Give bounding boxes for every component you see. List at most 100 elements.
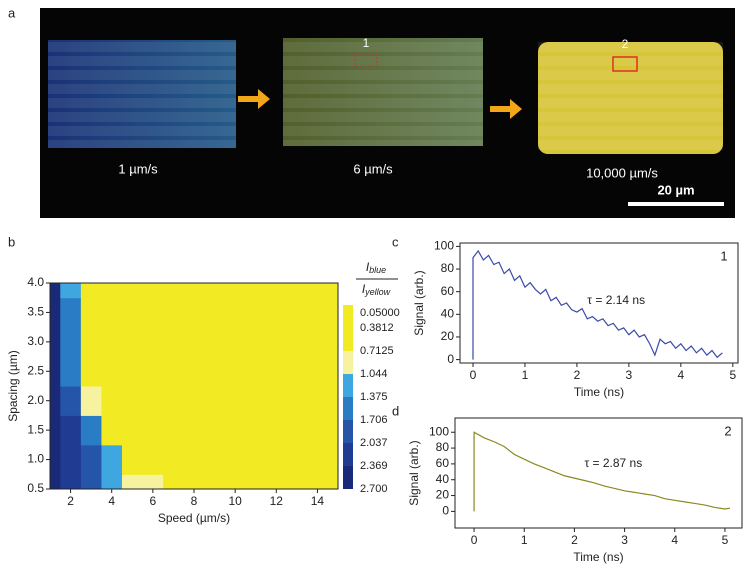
x-tick-label: 4 — [671, 533, 678, 547]
contour-cell — [327, 474, 339, 490]
contour-cell — [101, 386, 123, 416]
contour-cell — [245, 444, 267, 475]
region-box — [354, 54, 378, 67]
contour-cell — [163, 415, 185, 446]
x-tick-label: 2 — [67, 494, 74, 508]
contour-cell — [101, 415, 123, 446]
x-tick-label: 14 — [311, 494, 325, 508]
contour-cell — [142, 327, 164, 358]
colorbar-block — [343, 443, 353, 466]
contour-cell — [50, 386, 61, 416]
contour-cell — [286, 356, 308, 387]
x-axis-label: Time (ns) — [573, 550, 623, 564]
colorbar-label: 0.05000 — [360, 307, 400, 319]
colorbar-block — [343, 420, 353, 443]
contour-cell — [204, 415, 226, 446]
x-tick-label: 5 — [722, 533, 729, 547]
contour-cell — [286, 327, 308, 358]
contour-cell — [50, 283, 61, 299]
panel-letter: c — [392, 234, 399, 249]
x-tick-label: 6 — [150, 494, 157, 508]
contour-cell — [327, 297, 339, 328]
y-tick-label: 60 — [441, 284, 455, 298]
panel-number: 1 — [720, 248, 727, 263]
contour-cell — [101, 283, 123, 299]
contour-cell — [327, 444, 339, 475]
contour-cell — [245, 327, 267, 358]
contour-cell — [163, 474, 185, 490]
contour-cell — [50, 356, 61, 387]
colorbar-label: 1.706 — [360, 414, 388, 426]
y-tick-label: 1.5 — [27, 422, 44, 436]
contour-cell — [286, 444, 308, 475]
contour-cell — [80, 386, 102, 416]
panel-letter: d — [392, 403, 399, 418]
y-tick-label: 1.0 — [27, 452, 44, 466]
x-axis-label: Time (ns) — [574, 385, 624, 399]
signal-line — [472, 249, 723, 360]
contour-cell — [245, 283, 267, 299]
colorbar-block — [343, 397, 353, 420]
contour-cell — [183, 327, 205, 358]
colorbar-block — [343, 374, 353, 397]
contour-cell — [224, 415, 246, 446]
scale-bar-label: 20 µm — [657, 182, 694, 197]
colorbar-label: 2.700 — [360, 483, 388, 495]
contour-cell — [245, 297, 267, 328]
contour-cell — [80, 444, 102, 475]
contour-cell — [266, 297, 288, 328]
contour-cell — [122, 283, 144, 299]
contour-cell — [80, 297, 102, 328]
contour-cell — [50, 327, 61, 358]
contour-cell — [204, 386, 226, 416]
annotation: τ = 2.14 ns — [587, 293, 645, 307]
arrow — [238, 89, 270, 109]
x-tick-label: 1 — [521, 533, 528, 547]
y-tick-label: 100 — [434, 239, 454, 253]
contour-cell — [80, 474, 102, 490]
contour-cell — [286, 415, 308, 446]
contour-cell — [183, 474, 205, 490]
contour-cell — [142, 474, 164, 490]
x-tick-label: 0 — [471, 533, 478, 547]
contour-cell — [122, 327, 144, 358]
contour-cell — [266, 327, 288, 358]
x-tick-label: 8 — [191, 494, 198, 508]
contour-cell — [183, 386, 205, 416]
contour-cell — [60, 297, 82, 328]
colorbar-block — [343, 305, 353, 328]
contour-cell — [327, 283, 339, 299]
contour-cell — [142, 297, 164, 328]
contour-cell — [245, 386, 267, 416]
x-tick-label: 12 — [270, 494, 284, 508]
contour-cell — [204, 297, 226, 328]
contour-cell — [163, 356, 185, 387]
contour-cell — [204, 283, 226, 299]
symbol: I — [362, 282, 366, 296]
y-axis-label: Signal (arb.) — [407, 440, 421, 505]
structure-1-rows — [48, 40, 236, 148]
colorbar-block — [343, 328, 353, 351]
y-tick-label: 100 — [429, 424, 449, 438]
contour-cell — [60, 444, 82, 475]
contour-cell — [80, 415, 102, 446]
contour-cell — [142, 444, 164, 475]
y-tick-label: 2.5 — [27, 363, 44, 377]
contour-cell — [327, 327, 339, 358]
contour-cell — [327, 356, 339, 387]
contour-cell — [307, 297, 329, 328]
contour-cell — [307, 415, 329, 446]
contour-cell — [163, 444, 185, 475]
contour-cell — [60, 327, 82, 358]
contour-cell — [80, 356, 102, 387]
y-tick-label: 40 — [436, 472, 450, 486]
x-tick-label: 4 — [108, 494, 115, 508]
region-label: 1 — [363, 36, 370, 50]
contour-cell — [204, 474, 226, 490]
panel-letter: a — [8, 5, 16, 20]
y-axis-label: Signal (arb.) — [412, 270, 426, 335]
x-tick-label: 3 — [621, 533, 628, 547]
colorbar-label: 1.044 — [360, 368, 388, 380]
contour-cell — [266, 415, 288, 446]
